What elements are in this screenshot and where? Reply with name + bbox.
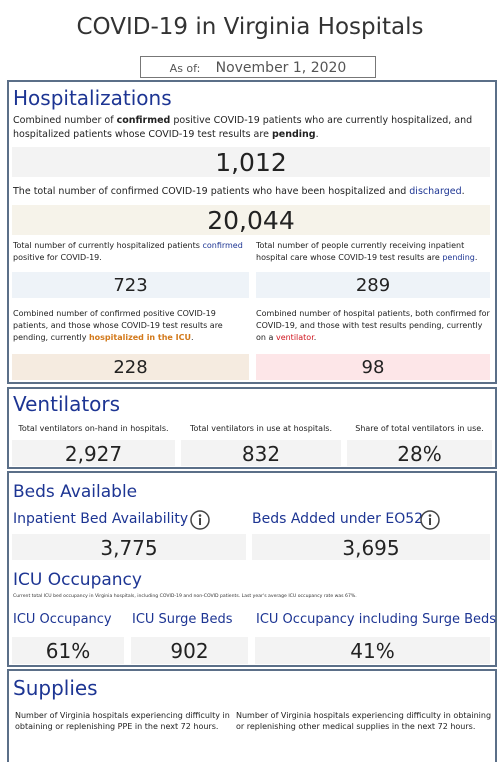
text: pending [271,129,316,140]
supplies-panel [7,669,497,762]
description: Combined number of confirmed positive CO… [13,308,249,344]
as-of-label: As of: [169,62,201,75]
date-box: As of: November 1, 2020 [140,56,376,78]
value: 289 [256,272,490,298]
text: ventilator [275,333,314,342]
value: 3,775 [12,534,246,560]
text: confirmed [202,241,243,250]
label: Share of total ventilators in use. [355,424,484,433]
text: Combined number of hospital patients, bo… [256,309,490,342]
description: Combined number of confirmed positive CO… [13,114,483,142]
description: Combined number of hospital patients, bo… [256,308,490,344]
text: discharged [409,186,462,197]
description: Total number of people currently receivi… [256,240,490,264]
text: . [315,129,319,140]
label: Total ventilators in use at hospitals. [190,424,332,433]
beds-panel [7,471,497,667]
section-title: Hospitalizations [13,86,172,110]
description: Number of Virginia hospitals experiencin… [15,711,230,731]
description: The total number of confirmed COVID-19 p… [13,185,483,199]
text: confirmed [116,115,171,126]
info-icon[interactable] [189,509,211,531]
value: 1,012 [12,147,490,177]
text: Total number of currently hospitalized p… [13,241,203,250]
description: Total number of currently hospitalized p… [13,240,243,264]
section-title: Beds Available [13,482,138,502]
label: Inpatient Bed Availability [13,511,189,527]
ventilators-panel [7,387,497,469]
text: positive for COVID-19. [13,253,102,262]
label: ICU Occupancy [13,612,112,627]
text: pending [442,253,475,262]
value: 2,927 [12,440,175,466]
info-icon[interactable] [419,509,441,531]
hospitalizations-panel [7,80,497,384]
value: 3,695 [252,534,490,560]
text: . [313,333,317,342]
section-title: Supplies [13,676,98,700]
text: positive COVID-19 patients who are curre… [13,115,473,140]
section-title: Ventilators [13,392,121,416]
text: . [474,253,478,262]
value: 228 [12,354,249,380]
value: 902 [131,637,248,664]
label: ICU Occupancy including Surge Beds [256,612,497,627]
page-title: COVID-19 in Virginia Hospitals [76,14,424,40]
label: ICU Surge Beds [132,612,233,627]
value: 61% [12,637,124,664]
note: Current total ICU bed occupancy in Virgi… [13,594,357,599]
value: 28% [347,440,492,466]
label: Beds Added under EO52 [252,511,424,527]
text: The total number of confirmed COVID-19 p… [13,186,410,197]
label: Total ventilators on-hand in hospitals. [18,424,169,433]
description: Number of Virginia hospitals experiencin… [236,711,492,731]
value: 832 [181,440,341,466]
text: Combined number of [13,115,117,126]
value: 20,044 [12,205,490,235]
section-title: ICU Occupancy [13,570,142,590]
text: hospitalized in the ICU [88,333,191,342]
value: 98 [256,354,490,380]
value: 723 [12,272,249,298]
text: Combined number of confirmed positive CO… [13,309,223,342]
text: . [191,333,194,342]
text: . [461,186,465,197]
as-of-date: November 1, 2020 [215,60,347,76]
text: Total number of people currently receivi… [256,241,465,262]
value: 41% [255,637,490,664]
